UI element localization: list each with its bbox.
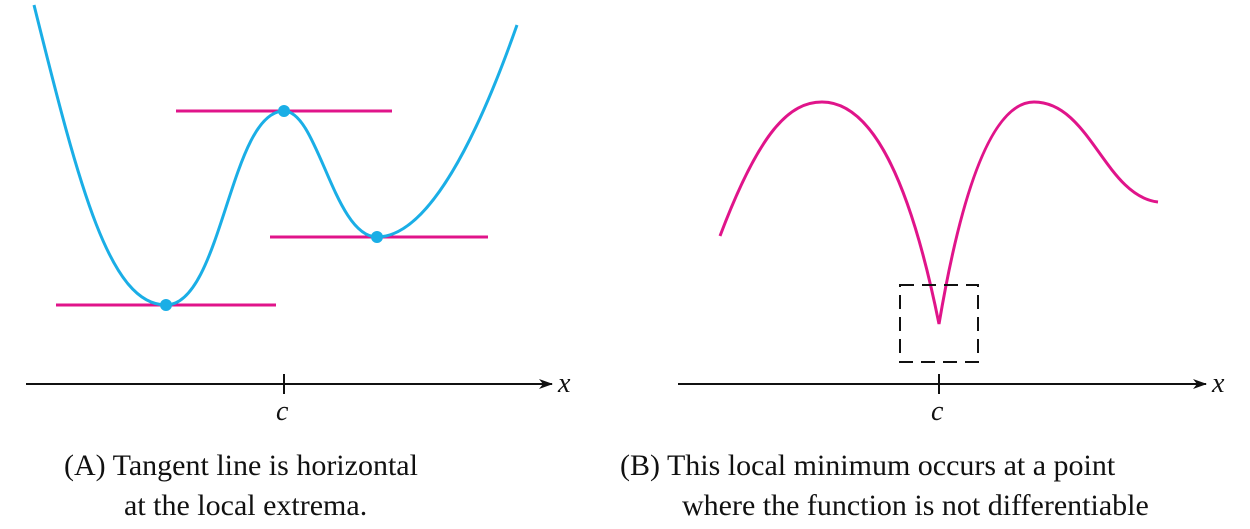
panel-a-caption-line2: at the local extrema. xyxy=(124,489,368,522)
panel-a-local-min-point xyxy=(160,299,172,311)
panel-b-cusp-highlight-box xyxy=(899,284,979,363)
panel-a-curve xyxy=(32,4,519,307)
panel-a-caption-label: (A) xyxy=(64,449,106,482)
panel-a-tick-label: c xyxy=(276,396,289,427)
panel-a-caption-line1: Tangent line is horizontal xyxy=(112,449,418,482)
panel-a-local-min-point-right xyxy=(371,231,383,243)
panel-a-caption: (A) Tangent line is horizontal at the lo… xyxy=(64,446,418,526)
panel-a-local-max-point xyxy=(278,105,290,117)
panel-b-axis-label: x xyxy=(1211,368,1225,399)
panel-a: x c xyxy=(26,4,571,427)
panel-a-axis-label: x xyxy=(557,368,571,399)
panel-b-caption-line2: where the function is not differentiable xyxy=(682,489,1149,522)
panel-b: x c xyxy=(678,100,1225,427)
panel-b-curve xyxy=(718,100,1159,325)
panel-b-caption: (B) This local minimum occurs at a point… xyxy=(620,446,1149,526)
panel-b-caption-label: (B) xyxy=(620,449,660,482)
panel-b-caption-line1: This local minimum occurs at a point xyxy=(666,449,1116,482)
panel-b-tick-label: c xyxy=(931,396,944,427)
